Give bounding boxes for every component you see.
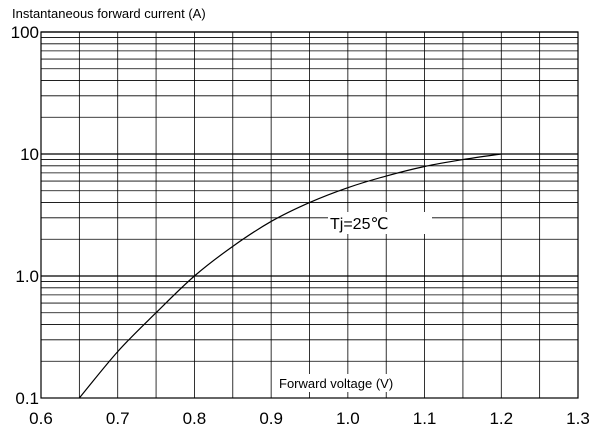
x-tick-label: 0.7: [106, 409, 130, 428]
x-tick-label: 1.3: [566, 409, 590, 428]
y-tick-label: 1.0: [15, 267, 39, 286]
annotation-bg: [328, 212, 432, 234]
plot-frame: [40, 31, 579, 399]
x-tick-label: 0.8: [183, 409, 207, 428]
x-axis-title: Forward voltage (V): [279, 376, 393, 391]
x-tick-label: 1.2: [489, 409, 513, 428]
y-tick-labels: 0.1 1.0 10 100: [11, 23, 39, 408]
y-tick-label: 0.1: [15, 389, 39, 408]
x-tick-label: 1.0: [336, 409, 360, 428]
forward-current-curve: [78, 153, 502, 399]
y-tick-label: 10: [20, 145, 39, 164]
temperature-annotation: Tj=25℃: [330, 216, 388, 233]
x-tick-label: 0.6: [29, 409, 53, 428]
y-axis-title: Instantaneous forward current (A): [12, 6, 206, 21]
x-axis-title-bg: [274, 374, 402, 392]
x-tick-label: 1.1: [413, 409, 437, 428]
x-tick-labels: 0.6 0.7 0.8 0.9 1.0 1.1 1.2 1.3: [29, 409, 590, 428]
x-tick-label: 0.9: [259, 409, 283, 428]
y-tick-label: 100: [11, 23, 39, 42]
